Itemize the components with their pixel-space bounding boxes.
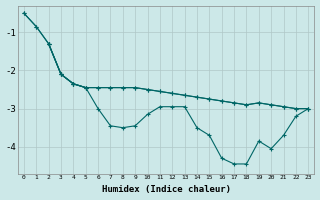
X-axis label: Humidex (Indice chaleur): Humidex (Indice chaleur): [101, 185, 231, 194]
